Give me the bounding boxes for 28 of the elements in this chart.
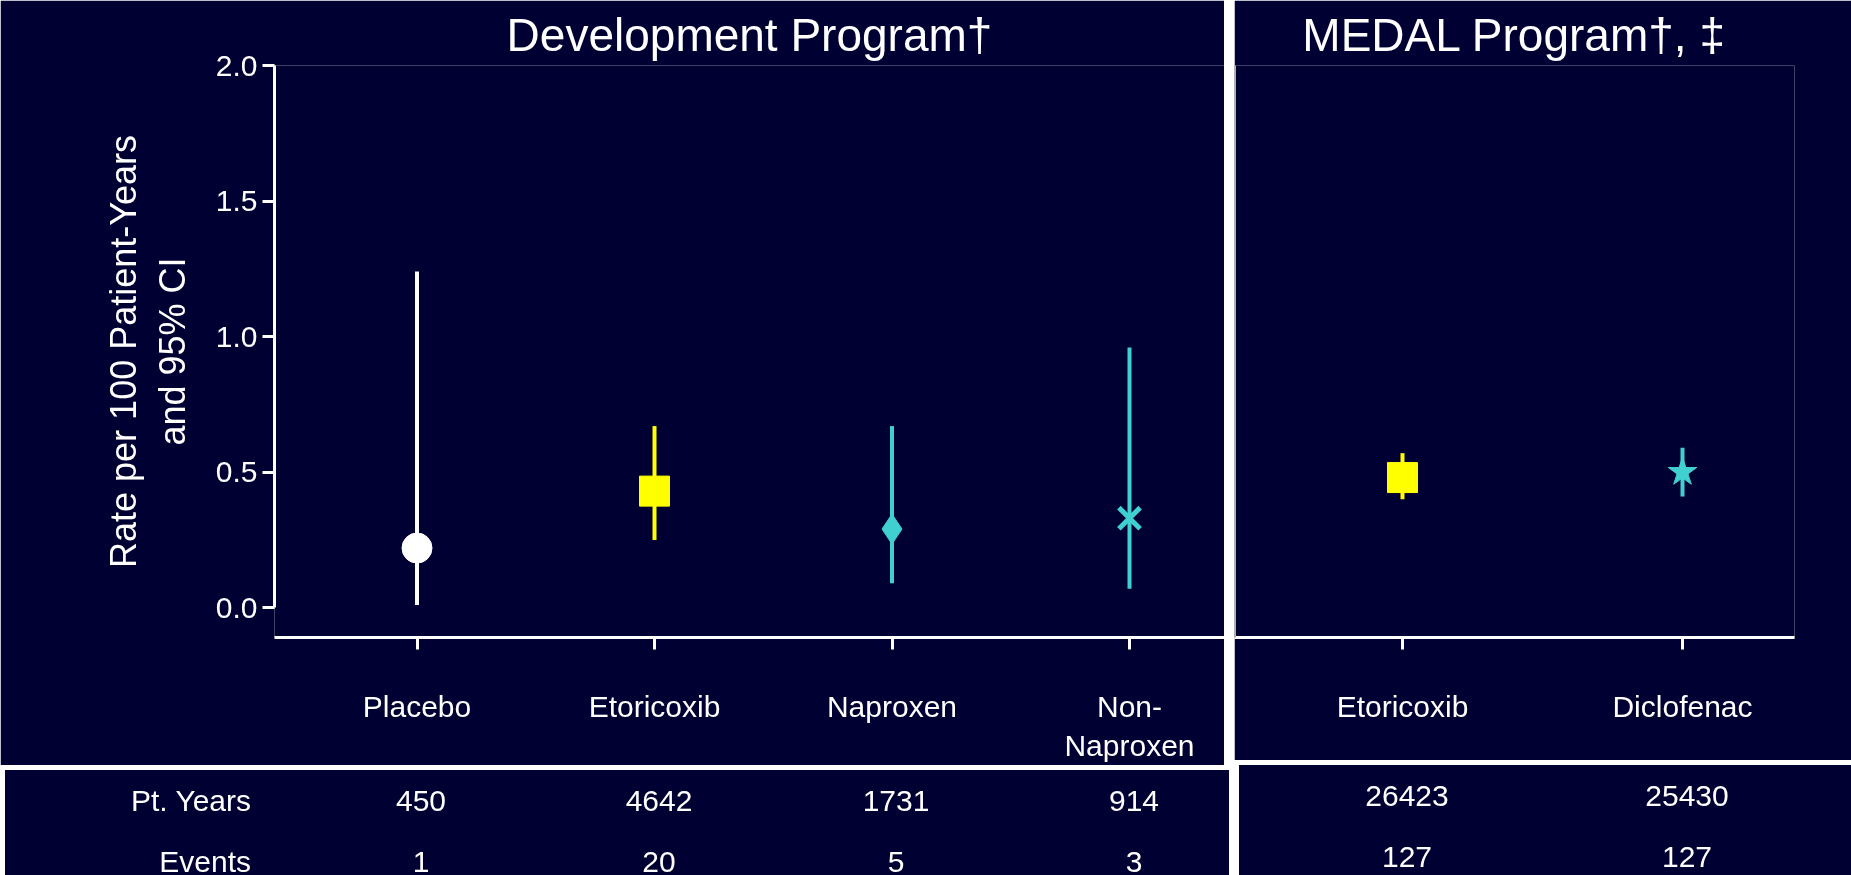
chart-title: MEDAL Program†, ‡ [1302, 8, 1725, 61]
text: 1731 [862, 784, 930, 818]
text: Pt. Years [130, 784, 251, 818]
y-tick-label: 0.0 [215, 590, 258, 624]
x-tick-label: Non- Naproxen [1064, 689, 1195, 763]
text: 25430 [1645, 779, 1729, 813]
text: 3 [1125, 845, 1143, 875]
y-tick-label: 2.0 [215, 48, 258, 82]
y-axis-title: Rate per 100 Patient-Years and 95% CI [102, 135, 193, 568]
text: 914 [1108, 784, 1160, 818]
text: 450 [395, 784, 447, 818]
text: 127 [1381, 840, 1433, 874]
text: 4642 [625, 784, 693, 818]
x-tick-label: Etoricoxib [1336, 689, 1469, 723]
x-tick-label: Etoricoxib [588, 689, 721, 723]
chart-title: Development Program† [506, 8, 993, 61]
text: 127 [1661, 840, 1713, 874]
text: 20 [642, 845, 676, 875]
y-tick-label: 1.5 [215, 184, 258, 218]
text: 1 [412, 845, 430, 875]
x-tick-label: Diclofenac [1612, 689, 1753, 723]
text: Events [159, 845, 251, 875]
x-tick-label: Naproxen [826, 689, 958, 723]
text: 26423 [1365, 779, 1449, 813]
text: 5 [887, 845, 905, 875]
x-tick-label: Placebo [362, 689, 472, 723]
y-tick-label: 0.5 [215, 455, 258, 489]
y-tick-label: 1.0 [215, 319, 258, 353]
